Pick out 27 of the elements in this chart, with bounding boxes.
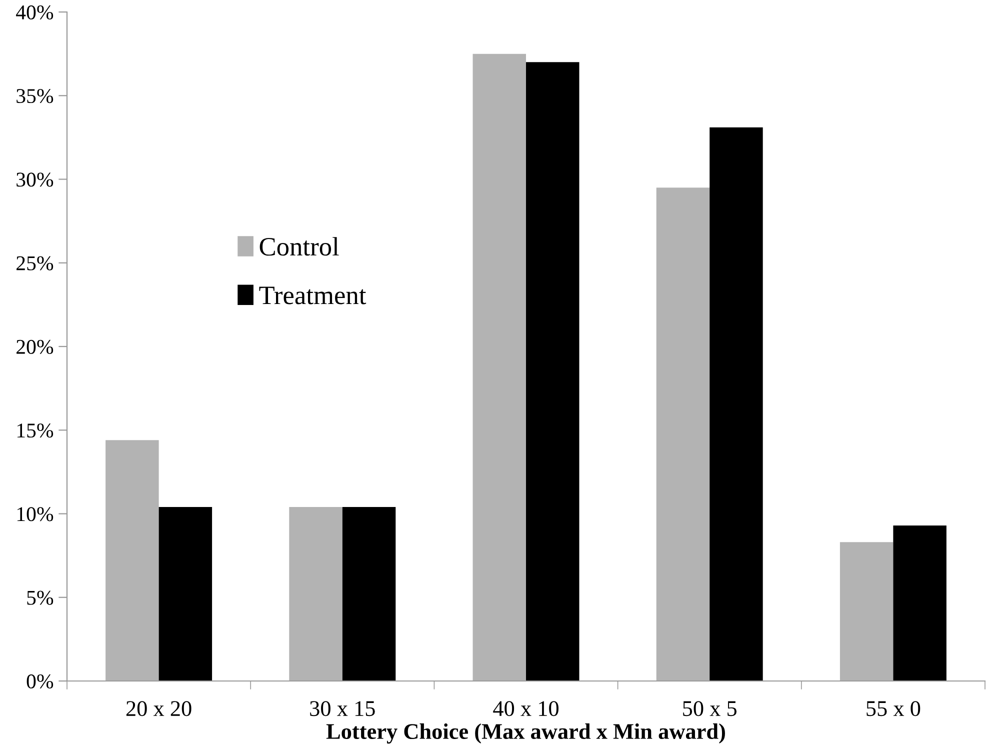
bar [158, 507, 212, 681]
y-tick-label: 10% [17, 507, 54, 522]
x-axis-title: Lottery Choice (Max award x Min award) [326, 723, 725, 744]
y-tick-label: 15% [17, 424, 54, 438]
y-tick-label: 40% [16, 5, 54, 20]
x-tick-label: 20 x 20 [126, 701, 192, 716]
bar [289, 507, 342, 681]
x-tick-label: 55 x 0 [866, 701, 920, 716]
bar [342, 507, 396, 681]
bar [656, 188, 710, 681]
bar [472, 54, 526, 681]
x-tick-label: 30 x 15 [310, 701, 375, 716]
bar [893, 525, 946, 681]
y-tick-label: 0% [26, 674, 54, 688]
legend-label: Treatment [259, 286, 366, 304]
x-tick-label: 50 x 5 [683, 701, 737, 716]
bar [106, 440, 159, 681]
legend-label: Control [260, 237, 339, 256]
bar [526, 62, 580, 681]
y-tick-label: 5% [27, 590, 54, 605]
y-tick-label: 25% [16, 256, 54, 270]
y-tick-label: 35% [16, 89, 54, 104]
x-tick-label: 40 x 10 [493, 701, 558, 716]
bar [840, 542, 894, 681]
y-tick-label: 20% [16, 340, 54, 354]
bar [710, 127, 763, 681]
y-tick-label: 30% [16, 172, 54, 187]
